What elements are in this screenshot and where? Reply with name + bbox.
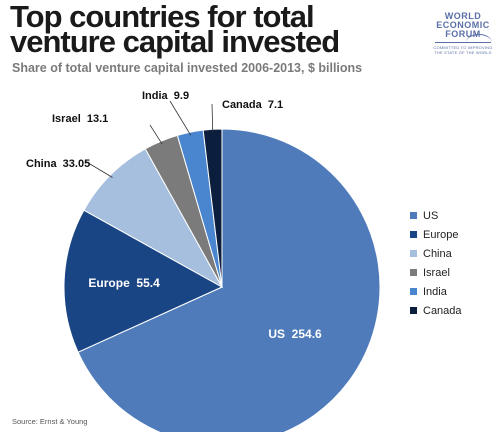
legend-label-us: US bbox=[423, 209, 439, 222]
legend-swatch-india bbox=[410, 288, 417, 295]
legend-label-india: India bbox=[423, 285, 447, 298]
data-label-china: China 33.05 bbox=[26, 158, 90, 170]
legend-swatch-canada bbox=[410, 307, 417, 314]
logo-name-line-3: FORUM bbox=[445, 29, 481, 39]
legend-item-canada: Canada bbox=[410, 301, 462, 320]
legend-item-china: China bbox=[410, 244, 462, 263]
pie-slice-us bbox=[77, 128, 381, 432]
legend-label-europe: Europe bbox=[423, 228, 459, 241]
leader-line-china bbox=[84, 160, 113, 178]
logo-arc-icon bbox=[466, 34, 492, 51]
logo-name-line-2: ECONOMIC bbox=[436, 20, 490, 30]
legend-item-europe: Europe bbox=[410, 225, 462, 244]
leader-line-israel bbox=[149, 124, 163, 145]
legend-item-us: US bbox=[410, 206, 462, 225]
legend-item-israel: Israel bbox=[410, 263, 462, 282]
legend-swatch-china bbox=[410, 250, 417, 257]
leader-line-canada bbox=[211, 103, 214, 133]
logo-tagline: COMMITTED TO IMPROVING THE STATE OF THE … bbox=[433, 45, 493, 55]
chart-title: Top countries for total venture capital … bbox=[10, 0, 340, 59]
data-label-canada: Canada 7.1 bbox=[222, 99, 283, 111]
legend-label-israel: Israel bbox=[423, 266, 450, 279]
legend-swatch-europe bbox=[410, 231, 417, 238]
legend-swatch-israel bbox=[410, 269, 417, 276]
data-label-us: US 254.6 bbox=[268, 327, 322, 341]
legend-label-china: China bbox=[423, 247, 452, 260]
data-label-europe: Europe 55.4 bbox=[88, 276, 160, 290]
legend-swatch-us bbox=[410, 212, 417, 219]
source-note: Source: Ernst & Young bbox=[12, 417, 88, 426]
logo-name-line-1: WORLD bbox=[444, 11, 482, 21]
chart-subtitle: Share of total venture capital invested … bbox=[12, 61, 363, 75]
leader-line-india bbox=[169, 100, 192, 136]
data-label-india: India 9.9 bbox=[142, 90, 189, 102]
pie-slice-europe bbox=[63, 209, 224, 353]
data-label-israel: Israel 13.1 bbox=[52, 113, 108, 125]
chart-legend: US Europe China Israel India Canada bbox=[410, 206, 462, 320]
logo-divider bbox=[435, 42, 491, 43]
pie-slice-china bbox=[83, 148, 224, 289]
legend-item-india: India bbox=[410, 282, 462, 301]
legend-label-canada: Canada bbox=[423, 304, 462, 317]
world-economic-forum-logo: WORLD ECONOMIC FORUM COMMITTED TO IMPROV… bbox=[430, 12, 496, 68]
